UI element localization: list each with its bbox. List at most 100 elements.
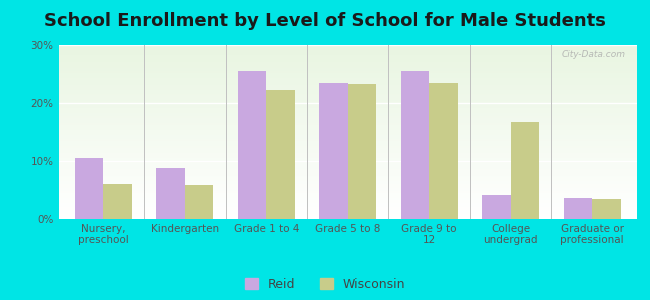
Bar (58, 134, 637, 136)
Bar (58, 154, 637, 156)
Bar (58, 191, 637, 193)
Bar (58, 130, 637, 132)
Bar (564, 197, 592, 219)
Bar (185, 185, 213, 219)
Bar (58, 174, 637, 176)
Bar (429, 83, 458, 219)
Bar (58, 188, 637, 189)
Bar (592, 199, 621, 219)
Bar (58, 146, 637, 148)
Bar (58, 214, 637, 215)
Bar (58, 104, 637, 106)
Bar (58, 76, 637, 78)
Bar (58, 87, 637, 88)
Bar (58, 82, 637, 83)
Bar (58, 136, 637, 137)
Bar (58, 80, 637, 82)
Bar (58, 115, 637, 116)
Bar (58, 123, 637, 125)
Bar (58, 196, 637, 198)
Bar (58, 90, 637, 92)
Bar (58, 167, 637, 169)
Bar (58, 189, 637, 191)
Bar (58, 125, 637, 127)
Bar (319, 83, 348, 219)
Bar (58, 110, 637, 111)
Bar (58, 102, 637, 104)
Bar (58, 106, 637, 108)
Bar (58, 61, 637, 62)
Bar (58, 92, 637, 94)
Bar (58, 165, 637, 167)
Bar (156, 168, 185, 219)
Bar (58, 141, 637, 142)
Bar (58, 160, 637, 162)
Bar (58, 176, 637, 177)
Bar (58, 56, 637, 57)
Bar (58, 127, 637, 128)
Bar (511, 122, 540, 219)
Bar (58, 111, 637, 113)
Bar (58, 184, 637, 186)
Bar (58, 148, 637, 149)
Bar (58, 83, 637, 85)
Bar (58, 208, 637, 210)
Bar (58, 59, 637, 61)
Bar (58, 179, 637, 181)
Bar (58, 73, 637, 75)
Bar (58, 137, 637, 139)
Bar (58, 193, 637, 195)
Bar (400, 71, 429, 219)
Bar (58, 163, 637, 165)
Bar (58, 62, 637, 64)
Bar (58, 207, 637, 208)
Bar (58, 69, 637, 71)
Bar (103, 184, 132, 219)
Text: City-Data.com: City-Data.com (562, 50, 625, 59)
Bar (58, 49, 637, 50)
Bar (58, 177, 637, 179)
Bar (58, 195, 637, 197)
Bar (58, 142, 637, 144)
Bar (75, 158, 103, 219)
Bar (58, 200, 637, 202)
Bar (58, 202, 637, 203)
Bar (58, 215, 637, 217)
Bar (58, 54, 637, 56)
Bar (58, 78, 637, 80)
Legend: Reid, Wisconsin: Reid, Wisconsin (245, 278, 405, 291)
Bar (58, 210, 637, 212)
Bar (58, 212, 637, 214)
Bar (482, 195, 511, 219)
Bar (58, 170, 637, 172)
Bar (58, 144, 637, 146)
Bar (58, 97, 637, 99)
Bar (58, 120, 637, 122)
Bar (58, 153, 637, 154)
Bar (58, 88, 637, 90)
Bar (266, 90, 295, 219)
Bar (58, 113, 637, 115)
Bar (58, 57, 637, 59)
Bar (58, 182, 637, 184)
Bar (58, 68, 637, 69)
Bar (58, 186, 637, 188)
Bar (58, 45, 637, 47)
Bar (58, 116, 637, 118)
Bar (58, 101, 637, 102)
Bar (58, 94, 637, 95)
Bar (58, 64, 637, 66)
Bar (58, 71, 637, 73)
Text: School Enrollment by Level of School for Male Students: School Enrollment by Level of School for… (44, 12, 606, 30)
Bar (58, 169, 637, 170)
Bar (58, 108, 637, 109)
Bar (348, 84, 376, 219)
Bar (58, 47, 637, 49)
Bar (238, 71, 266, 219)
Bar (58, 52, 637, 54)
Bar (58, 99, 637, 101)
Bar (58, 205, 637, 207)
Bar (58, 156, 637, 158)
Bar (58, 50, 637, 52)
Bar (58, 151, 637, 153)
